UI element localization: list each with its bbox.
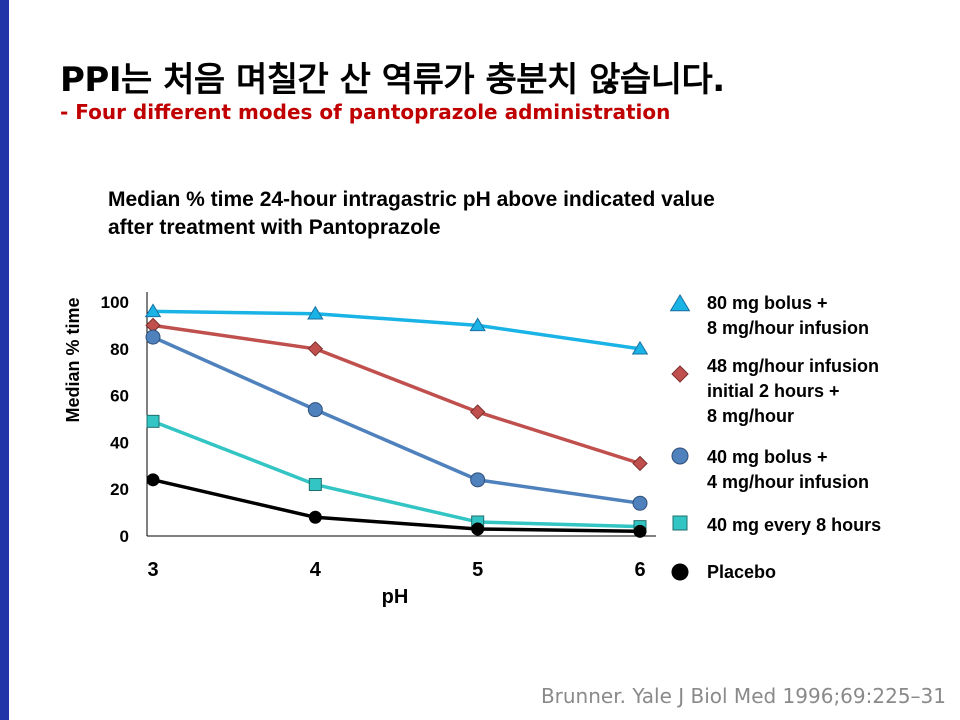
series-3-point-4 bbox=[307, 402, 323, 418]
series-5-point-4 bbox=[308, 510, 322, 524]
series-1-line bbox=[152, 309, 641, 351]
left-accent-bar bbox=[0, 0, 9, 720]
chart-title: Median % time 24-hour intragastric pH ab… bbox=[108, 186, 715, 242]
series-4-point-4 bbox=[308, 478, 322, 492]
legend-label-3-line-1: 40 mg bolus + bbox=[707, 447, 828, 467]
x-tick-label-4: 4 bbox=[310, 559, 322, 581]
series-4-line bbox=[152, 419, 641, 529]
series-5-point-5 bbox=[471, 522, 485, 536]
series-1-point-3 bbox=[144, 303, 162, 318]
legend-label-4-line-1: 40 mg every 8 hours bbox=[707, 515, 881, 535]
series-1-point-4 bbox=[307, 305, 324, 320]
legend-label-1-line-2: 8 mg/hour infusion bbox=[707, 318, 869, 338]
series-2-point-6 bbox=[632, 455, 648, 472]
slide-title: PPI는 처음 며칠간 산 역류가 충분치 않습니다. bbox=[60, 60, 725, 100]
legend-marker-2 bbox=[671, 365, 689, 383]
x-tick-label-5: 5 bbox=[472, 559, 483, 581]
legend-label-5-line-1: Placebo bbox=[707, 562, 776, 582]
series-4-point-3 bbox=[146, 414, 160, 428]
legend-label-2-line-2: initial 2 hours + bbox=[707, 381, 840, 401]
y-tick-label-80: 80 bbox=[110, 340, 129, 359]
y-tick-label-0: 0 bbox=[120, 527, 129, 546]
chart-title-line-1: Median % time 24-hour intragastric pH ab… bbox=[108, 188, 715, 211]
citation: Brunner. Yale J Biol Med 1996;69:225–31 bbox=[540, 684, 946, 708]
x-axis-label: pH bbox=[382, 586, 409, 608]
x-tick-label-6: 6 bbox=[634, 559, 645, 581]
legend-marker-5 bbox=[671, 563, 689, 581]
series-1-point-6 bbox=[631, 340, 649, 355]
y-axis-label: Median % time bbox=[63, 297, 83, 422]
legend-label-2-line-3: 8 mg/hour bbox=[707, 406, 794, 426]
series-5-point-3 bbox=[146, 473, 160, 487]
series-1-point-5 bbox=[469, 317, 486, 332]
y-tick-label-60: 60 bbox=[110, 387, 129, 406]
chart-title-line-2: after treatment with Pantoprazole bbox=[108, 216, 441, 239]
series-2-point-4 bbox=[307, 341, 324, 357]
series-2-point-5 bbox=[469, 404, 486, 420]
legend-marker-1 bbox=[669, 294, 691, 312]
slide-subtitle: - Four different modes of pantoprazole a… bbox=[60, 100, 671, 124]
series-3-line bbox=[152, 335, 641, 505]
legend-label-2-line-1: 48 mg/hour infusion bbox=[707, 356, 879, 376]
series-3-point-6 bbox=[632, 495, 648, 511]
y-tick-label-100: 100 bbox=[101, 293, 129, 312]
x-tick-label-3: 3 bbox=[147, 559, 158, 581]
legend-marker-4 bbox=[672, 515, 688, 531]
series-2-line bbox=[152, 323, 641, 466]
series-5-point-6 bbox=[633, 524, 647, 538]
series-3-point-3 bbox=[145, 329, 161, 345]
legend-label-1-line-1: 80 mg bolus + bbox=[707, 293, 828, 313]
y-tick-label-20: 20 bbox=[110, 480, 129, 499]
y-tick-label-40: 40 bbox=[110, 433, 129, 452]
legend-marker-3 bbox=[671, 447, 689, 465]
series-5-line bbox=[152, 478, 641, 534]
legend-label-3-line-2: 4 mg/hour infusion bbox=[707, 472, 869, 492]
series-3-point-5 bbox=[470, 472, 486, 488]
